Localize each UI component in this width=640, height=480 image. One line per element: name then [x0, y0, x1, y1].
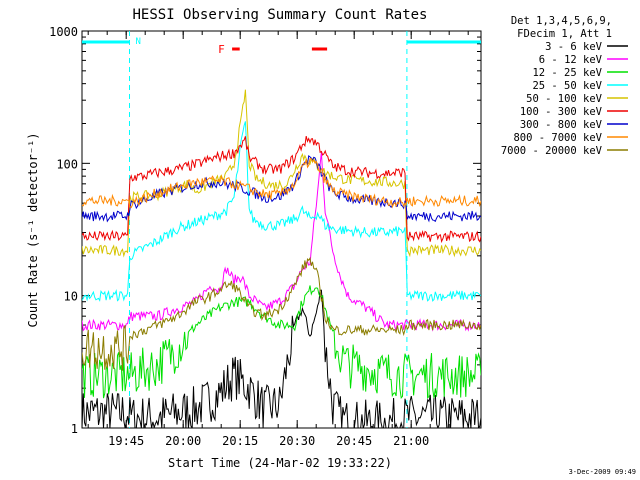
- x-tick-label: 19:45: [108, 434, 144, 448]
- legend-label: 25 - 50 keV: [532, 80, 602, 92]
- flare-label: F: [218, 43, 225, 56]
- series-line: [82, 121, 481, 302]
- x-tick-label: 20:15: [222, 434, 258, 448]
- y-tick-label: 10: [64, 290, 78, 304]
- y-tick-label: 1: [71, 422, 78, 436]
- series-line: [82, 285, 481, 399]
- legend-label: 100 - 300 keV: [520, 106, 603, 118]
- series-line: [82, 289, 481, 428]
- legend-header: FDecim 1, Att 1: [517, 28, 612, 40]
- legend: Det 1,3,4,5,6,9,FDecim 1, Att 13 - 6 keV…: [501, 15, 628, 157]
- y-axis-label: Count Rate (s⁻¹ detector⁻¹): [26, 132, 40, 327]
- series-line: [82, 154, 481, 223]
- x-axis-label: Start Time (24-Mar-02 19:33:22): [168, 456, 392, 470]
- plot-frame: 1 10 100 1000 19:45 20:00 20:15 20:30 20:45 21:00: [49, 25, 482, 448]
- x-tick-label: 21:00: [393, 434, 429, 448]
- series-line: [82, 256, 481, 371]
- legend-label: 50 - 100 keV: [526, 93, 603, 105]
- series-line: [82, 158, 481, 209]
- series-curves: [82, 89, 481, 428]
- chart-title: HESSI Observing Summary Count Rates: [132, 7, 427, 23]
- legend-header: Det 1,3,4,5,6,9,: [511, 15, 612, 27]
- date-stamp: 3-Dec-2009 09:49: [569, 468, 636, 476]
- legend-label: 12 - 25 keV: [532, 67, 602, 79]
- series-line: [82, 152, 481, 332]
- x-tick-label: 20:45: [336, 434, 372, 448]
- legend-label: 7000 - 20000 keV: [501, 145, 603, 157]
- legend-label: 800 - 7000 keV: [513, 132, 602, 144]
- legend-label: 6 - 12 keV: [539, 54, 603, 66]
- x-tick-label: 20:30: [279, 434, 315, 448]
- plot-frame-box: [81, 30, 482, 429]
- y-tick-label: 100: [56, 157, 78, 171]
- legend-label: 300 - 800 keV: [520, 119, 603, 131]
- series-line: [82, 135, 481, 244]
- legend-label: 3 - 6 keV: [545, 41, 603, 53]
- series-line: [82, 89, 481, 258]
- night-label: N: [136, 37, 141, 47]
- y-tick-label: 1000: [49, 25, 78, 39]
- x-tick-label: 20:00: [165, 434, 201, 448]
